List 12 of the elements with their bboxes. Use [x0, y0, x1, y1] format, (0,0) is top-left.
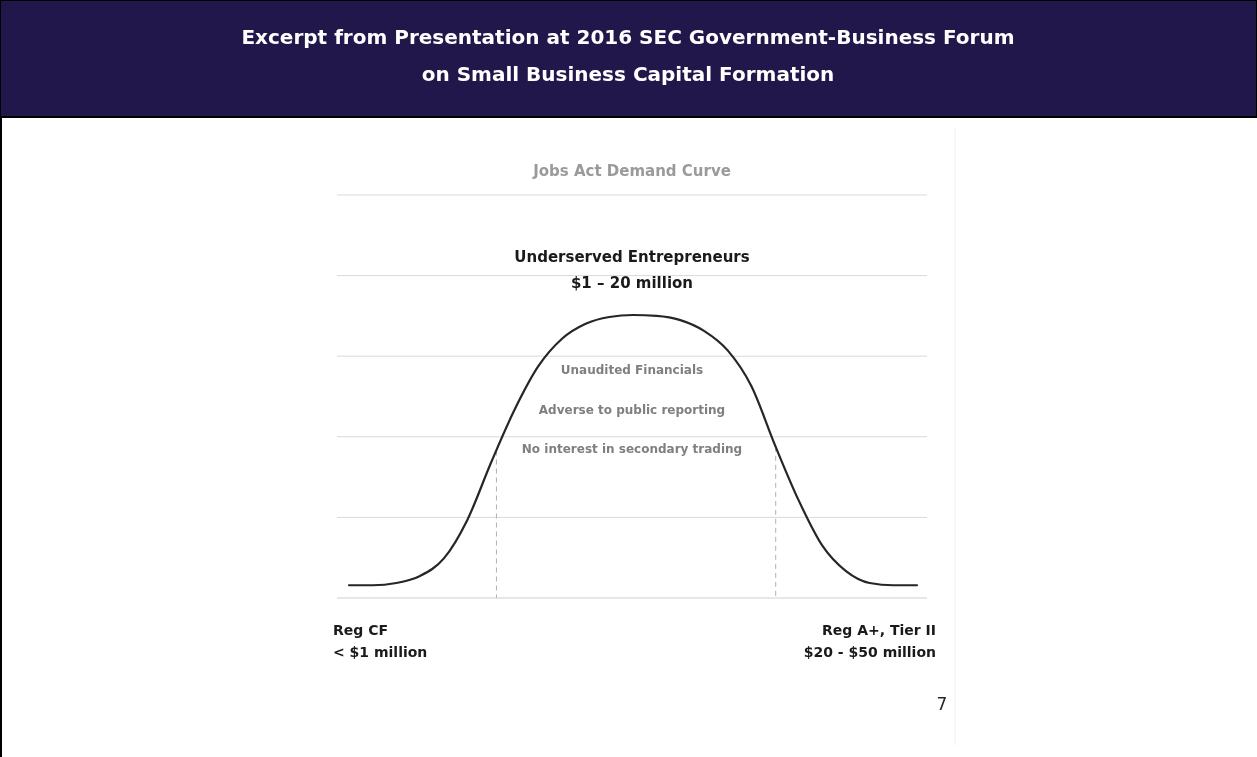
text: Reg CF: [333, 622, 389, 638]
text: < $1 million: [333, 644, 428, 660]
text: Reg A+, Tier II: [822, 622, 936, 638]
annotation: Unaudited Financials: [560, 363, 704, 377]
text: $1 – 20 million: [570, 274, 694, 292]
chart-subtitle: Jobs Act Demand Curve: [532, 162, 731, 180]
annotation: No interest in secondary trading: [521, 442, 743, 456]
text: 7: [936, 694, 948, 714]
text: Underserved Entrepreneurs: [514, 248, 750, 266]
chart-title: Excerpt from Presentation at 2016 SEC Government-Business Forum on Small Business Capital Formation: [241, 25, 1015, 86]
text: $20 - $50 million: [803, 644, 936, 660]
annotation: Adverse to public reporting: [538, 403, 726, 417]
